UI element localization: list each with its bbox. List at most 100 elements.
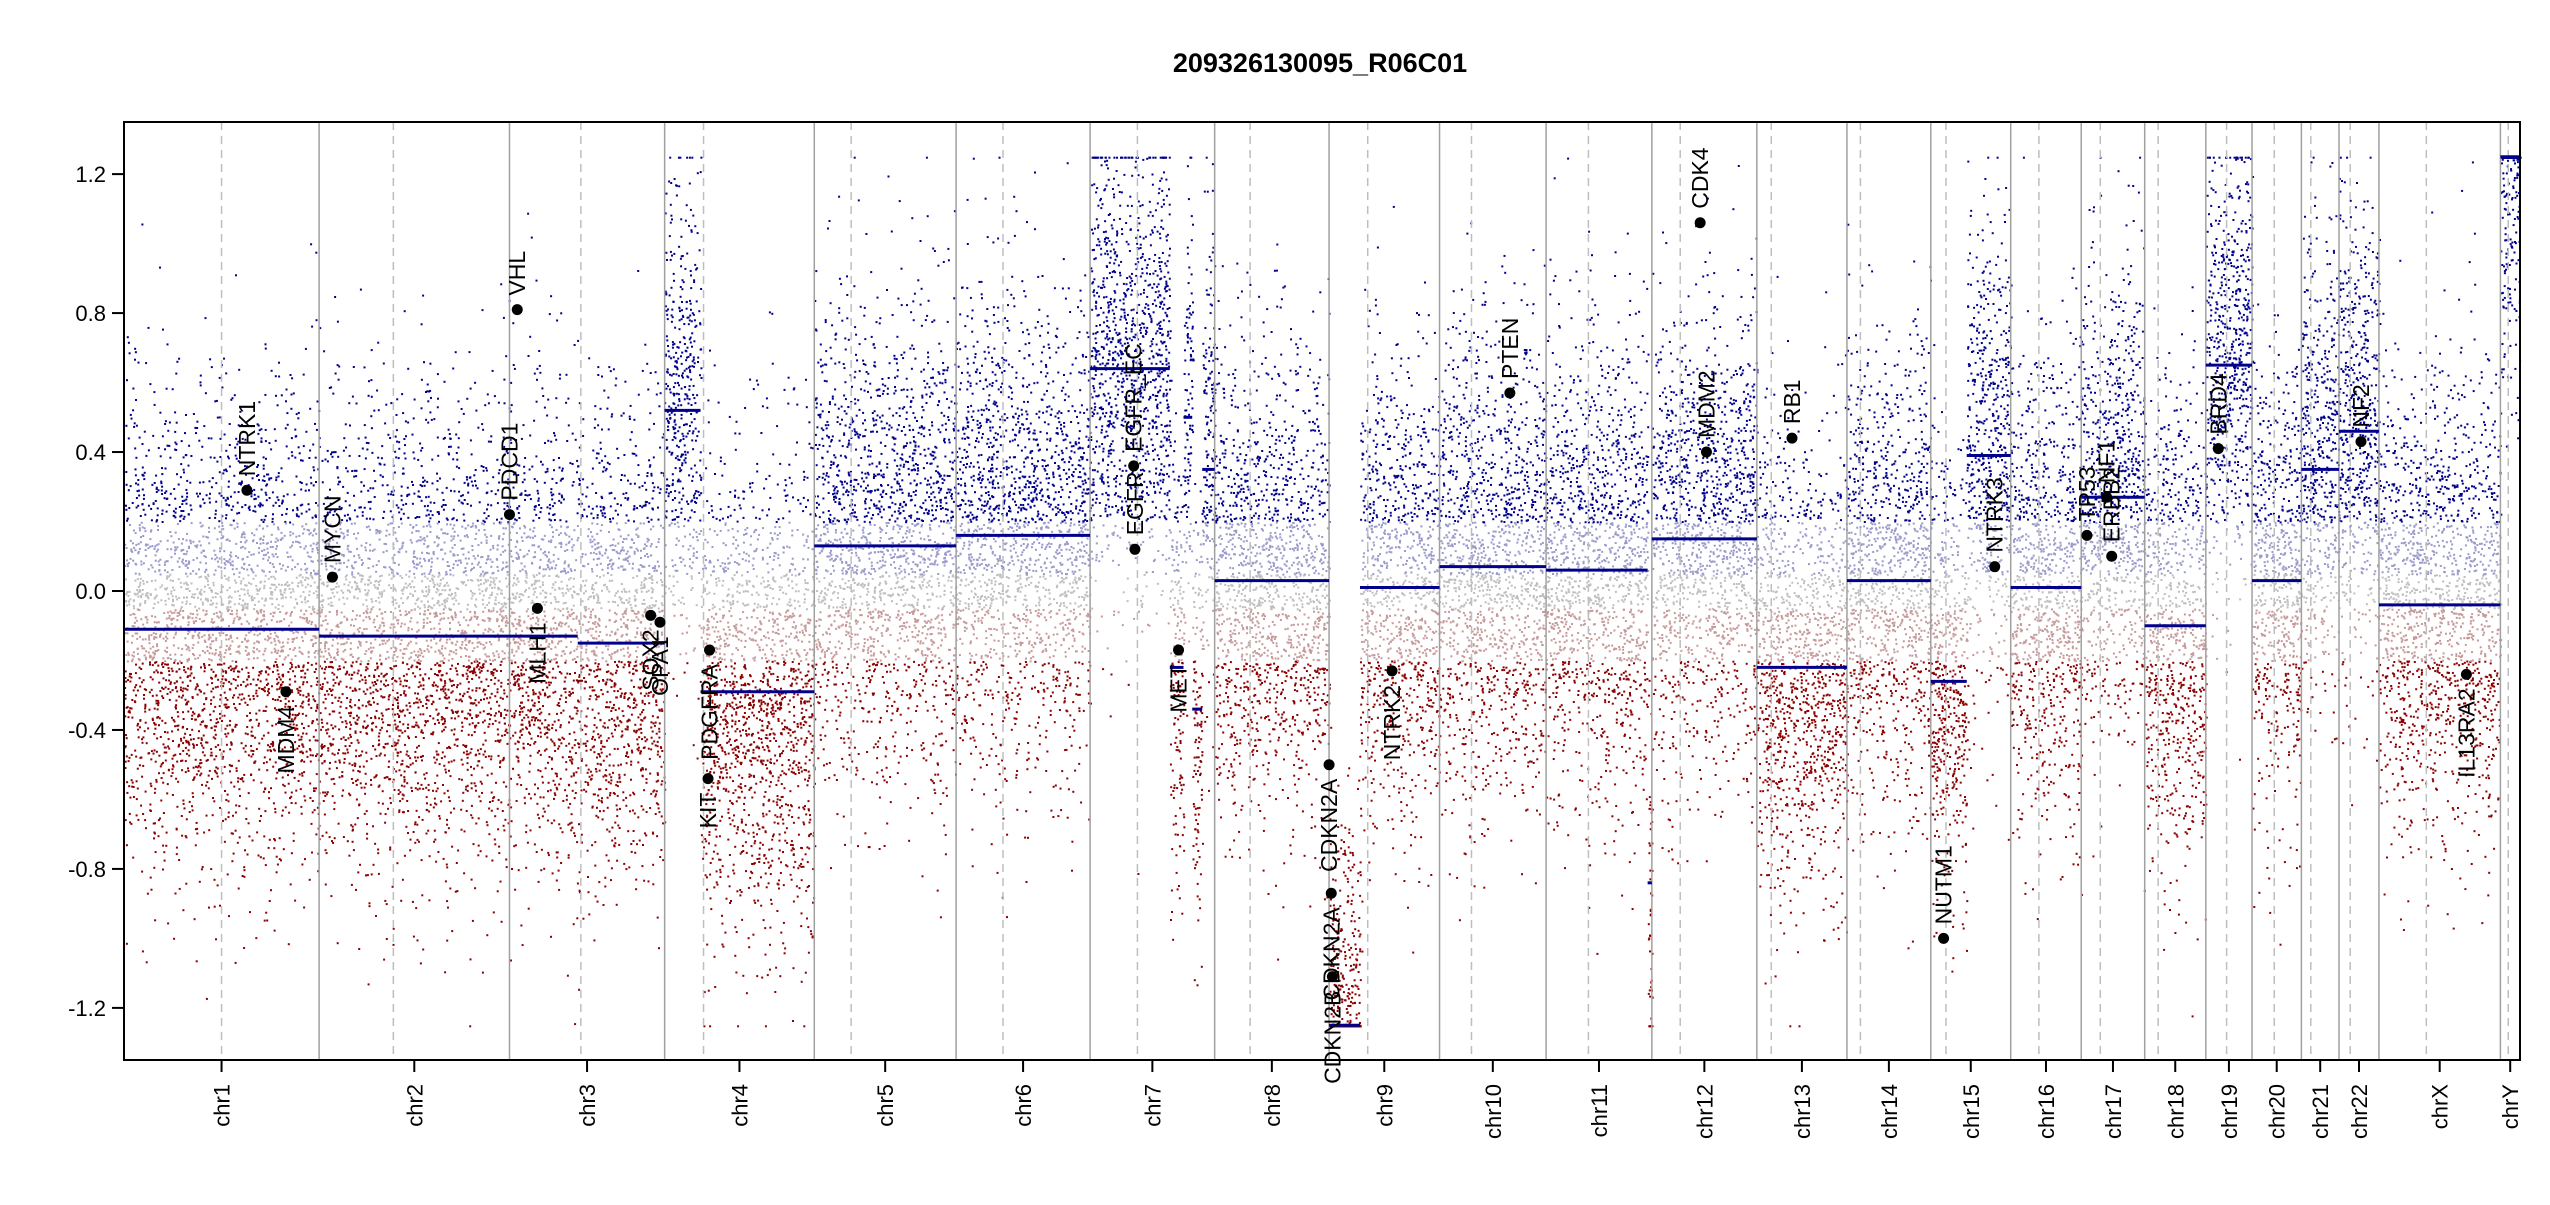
probe-point [421,485,424,488]
probe-point [425,496,428,499]
probe-point [302,639,304,642]
probe-point [257,641,260,644]
probe-point [175,595,178,598]
probe-point [205,562,207,565]
probe-point [309,782,312,785]
probe-point [471,562,474,565]
probe-point [264,599,267,602]
probe-point [397,793,400,795]
probe-point [266,623,268,626]
probe-point [415,759,418,762]
probe-point [444,971,447,974]
probe-point [467,659,470,662]
probe-point [173,937,176,940]
probe-point [208,658,211,661]
probe-point [347,589,350,592]
probe-point [276,404,279,407]
probe-point [407,735,410,738]
probe-point [305,695,308,698]
probe-point [316,612,319,615]
probe-point [424,575,427,578]
probe-point [176,598,179,601]
probe-point [174,609,177,612]
probe-point [413,702,415,705]
probe-point [467,640,470,643]
probe-point [396,761,399,764]
probe-point [141,526,144,529]
probe-point [144,638,147,641]
probe-point [500,628,503,630]
probe-point [370,427,373,430]
probe-point [182,510,185,512]
probe-point [200,868,203,871]
probe-point [147,651,150,654]
probe-point [147,326,150,329]
probe-point [269,597,272,600]
probe-point [141,775,144,778]
probe-point [447,746,450,749]
probe-point [194,688,197,691]
probe-point [134,632,137,635]
probe-point [444,692,447,695]
probe-point [428,855,431,858]
probe-point [127,489,130,492]
probe-point [170,535,173,538]
probe-point [169,492,172,495]
probe-point [272,513,274,516]
probe-point [239,410,242,413]
probe-point [319,642,322,644]
probe-point [425,702,428,705]
probe-point [470,618,473,621]
probe-point [124,745,127,748]
probe-point [366,592,369,594]
probe-point [302,727,305,729]
probe-point [460,655,463,658]
probe-point [168,670,171,673]
probe-point [249,718,252,721]
probe-point [367,701,370,704]
probe-point [289,705,292,708]
probe-point [256,423,259,426]
probe-point [291,771,294,774]
probe-point [351,673,354,676]
probe-point [254,510,257,513]
probe-point [212,710,215,713]
probe-point [368,558,371,560]
probe-point [132,655,135,658]
probe-point [236,684,239,687]
probe-point [366,594,369,597]
probe-point [268,797,271,800]
probe-point [144,530,147,533]
probe-point [455,465,458,468]
probe-point [246,589,249,592]
probe-point [171,612,174,615]
probe-point [398,716,400,718]
probe-point [301,706,304,709]
probe-point [489,628,492,631]
probe-point [244,541,247,544]
probe-point [500,517,503,520]
probe-point [308,748,311,750]
probe-point [350,706,353,709]
probe-point [406,782,409,785]
probe-point [487,630,490,633]
probe-point [475,704,478,707]
probe-point [477,844,480,847]
probe-point [425,525,428,528]
probe-point [335,562,338,565]
probe-point [207,437,210,440]
probe-point [349,642,352,645]
probe-point [411,560,414,563]
probe-point [495,577,498,580]
probe-point [185,581,188,584]
probe-point [489,801,491,803]
probe-point [263,650,266,653]
probe-point [483,520,486,523]
probe-point [262,521,265,523]
probe-point [164,722,167,725]
probe-point [317,870,320,873]
probe-point [210,603,213,606]
probe-point [187,767,189,770]
probe-point [174,511,177,514]
probe-point [272,611,275,614]
